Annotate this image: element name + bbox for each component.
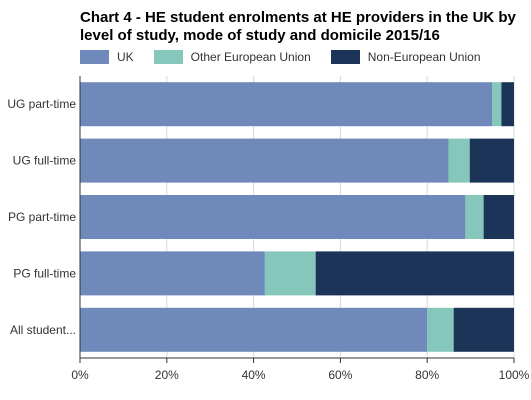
- bar-pg-part-time-other-european-union: [465, 195, 484, 239]
- bar-ug-part-time-non-european-union: [501, 82, 514, 127]
- legend-item-non-eu: Non-European Union: [330, 50, 481, 64]
- legend-label-non-eu: Non-European Union: [367, 50, 481, 64]
- bar-ug-part-time-other-european-union: [492, 82, 502, 127]
- legend-swatch-other-eu: [153, 50, 183, 64]
- bar-pg-full-time-non-european-union: [315, 251, 514, 296]
- y-category-label-ug-full-time: UG full-time: [13, 154, 77, 168]
- bar-ug-full-time-other-european-union: [448, 138, 470, 183]
- y-category-label-ug-part-time: UG part-time: [7, 97, 76, 111]
- bar-ug-full-time-non-european-union: [469, 138, 514, 183]
- chart-title: Chart 4 - HE student enrolments at HE pr…: [80, 9, 516, 44]
- bar-all-student-non-european-union: [453, 307, 514, 352]
- bar-pg-full-time-uk: [80, 251, 265, 296]
- x-tick-label-100: 100%: [499, 368, 530, 382]
- x-tick-label-0: 0%: [71, 368, 89, 382]
- legend-swatch-uk: [80, 50, 109, 64]
- y-category-label-pg-full-time: PG full-time: [13, 266, 76, 280]
- bar-pg-part-time-non-european-union: [483, 195, 514, 239]
- legend-item-uk: UK: [80, 50, 134, 64]
- bar-pg-full-time-other-european-union: [264, 251, 316, 296]
- chart-legend: UK Other European Union Non-European Uni…: [80, 49, 501, 65]
- legend-label-uk: UK: [117, 50, 134, 64]
- legend-item-other-eu: Other European Union: [153, 50, 311, 64]
- bar-all-student-other-european-union: [427, 307, 454, 352]
- legend-label-other-eu: Other European Union: [190, 50, 311, 64]
- x-tick-label-20: 20%: [155, 368, 179, 382]
- x-tick-label-60: 60%: [328, 368, 352, 382]
- x-tick-label-80: 80%: [415, 368, 439, 382]
- bar-ug-part-time-uk: [80, 82, 493, 127]
- x-tick-label-40: 40%: [242, 368, 266, 382]
- bar-ug-full-time-uk: [80, 138, 449, 183]
- bar-pg-part-time-uk: [80, 195, 466, 239]
- legend-swatch-non-eu: [330, 50, 360, 64]
- bar-all-student-uk: [80, 307, 428, 352]
- y-category-label-pg-part-time: PG part-time: [8, 210, 76, 224]
- y-category-label-all-student: All student...: [10, 323, 76, 337]
